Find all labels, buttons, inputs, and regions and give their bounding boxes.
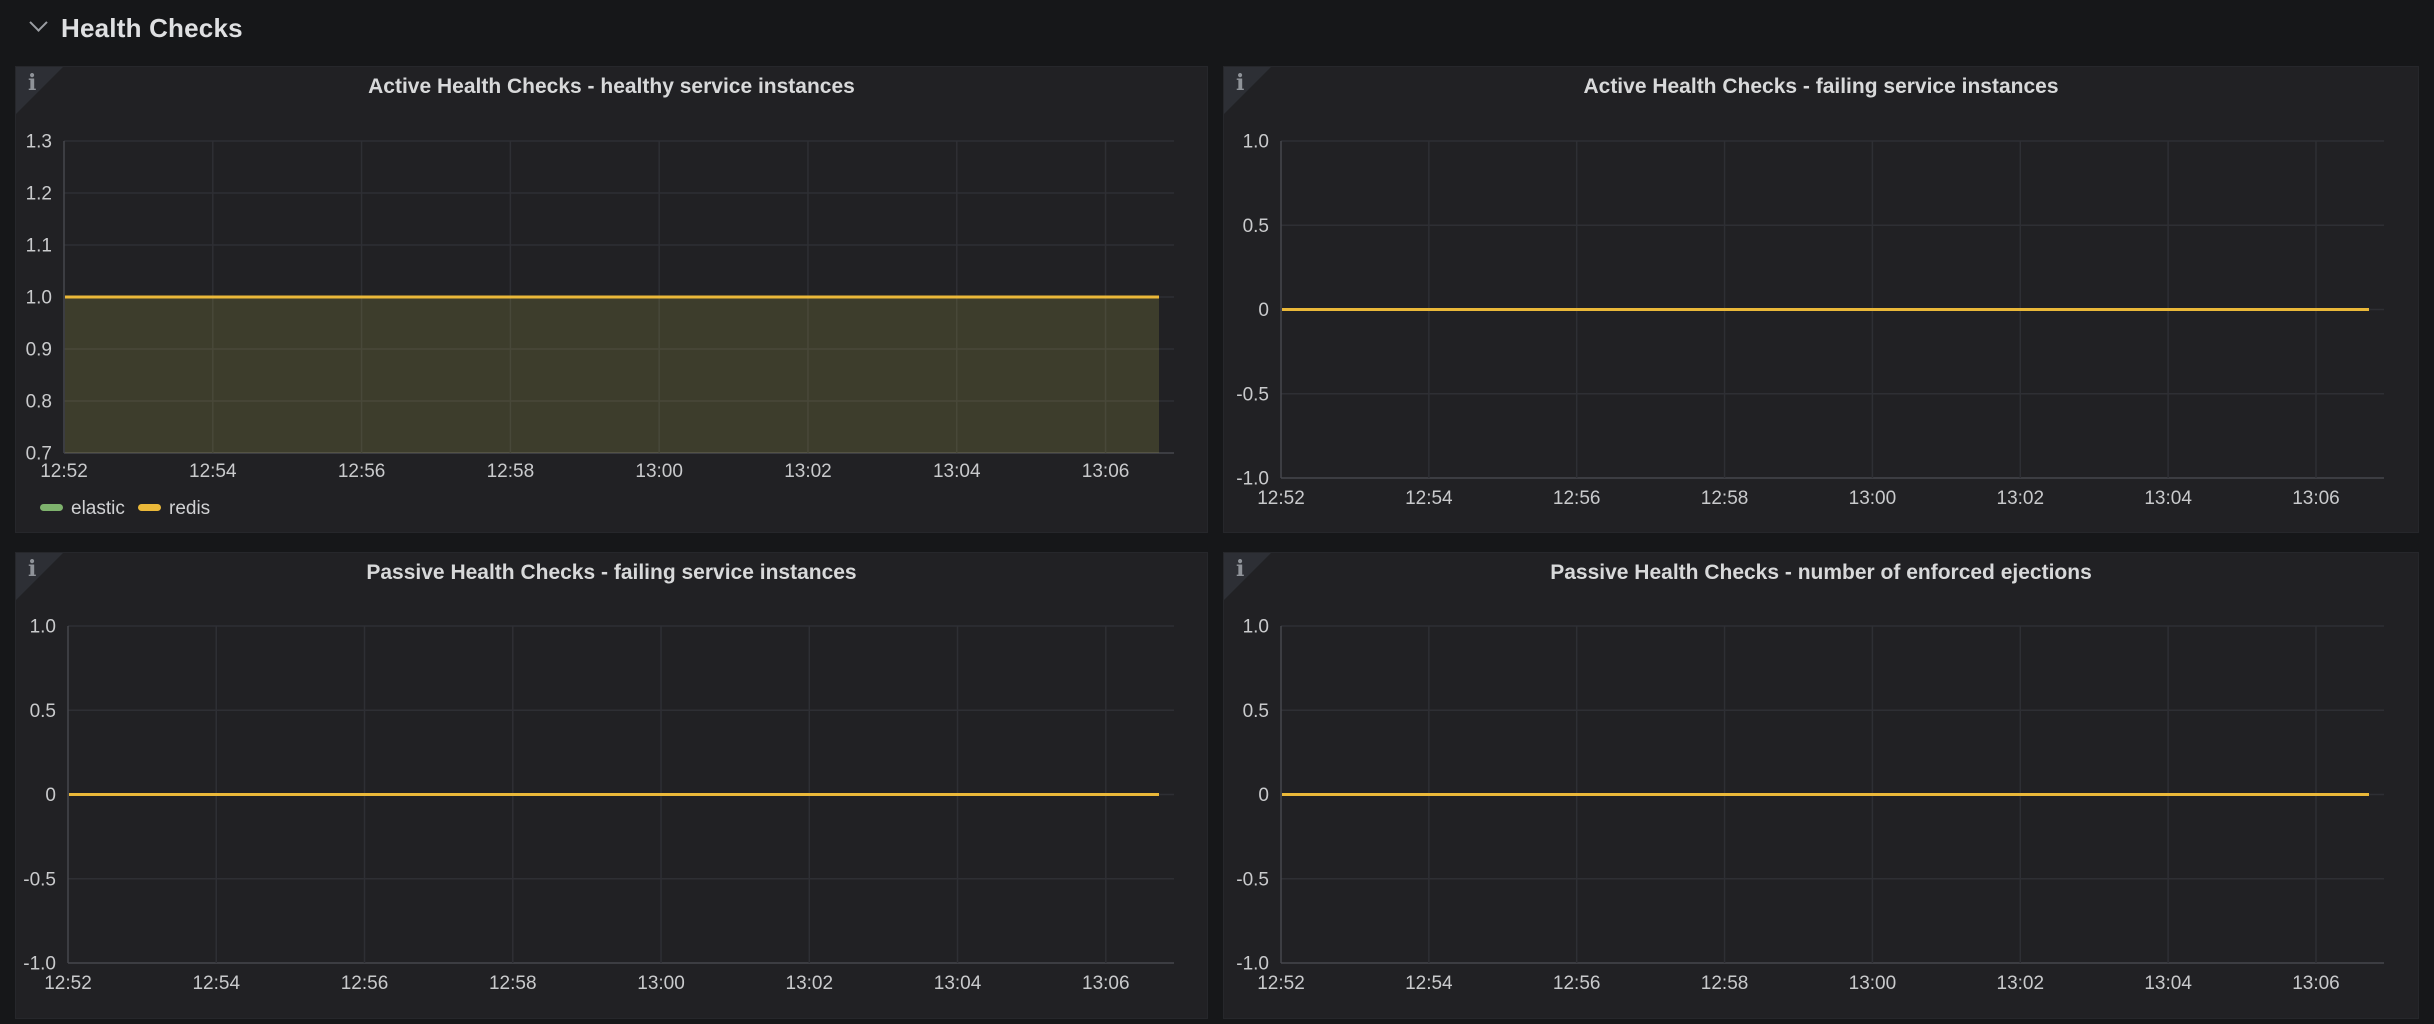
svg-text:12:58: 12:58	[1701, 488, 1749, 509]
timeseries-chart[interactable]: 1.31.21.11.00.90.80.712:5212:5412:5612:5…	[16, 67, 1207, 532]
svg-text:1.0: 1.0	[1243, 617, 1269, 638]
y-axis-labels: 1.0 0.5 0 -0.5 -1.0	[1236, 617, 1269, 975]
svg-text:13:06: 13:06	[1082, 973, 1130, 994]
svg-text:12:54: 12:54	[192, 973, 240, 994]
svg-text:0.5: 0.5	[1243, 216, 1269, 237]
panel-active-failing-instances: i Active Health Checks - failing service…	[1223, 66, 2419, 533]
svg-text:13:04: 13:04	[933, 461, 981, 482]
svg-text:13:00: 13:00	[637, 973, 685, 994]
svg-text:0.5: 0.5	[30, 701, 56, 722]
series-fill	[65, 297, 1159, 453]
svg-text:12:52: 12:52	[1257, 488, 1305, 509]
row-header-health-checks[interactable]: Health Checks	[0, 0, 2434, 56]
svg-text:-0.5: -0.5	[1236, 869, 1269, 890]
svg-text:0.5: 0.5	[1243, 701, 1269, 722]
svg-text:-1.0: -1.0	[23, 954, 56, 975]
svg-text:1.2: 1.2	[26, 184, 52, 205]
svg-text:13:06: 13:06	[1082, 461, 1130, 482]
svg-text:12:52: 12:52	[40, 461, 88, 482]
timeseries-chart[interactable]: 1.0 0.5 0 -0.5 -1.012:52 12:54 12:56 12:58 13:00…	[1224, 553, 2418, 1018]
legend-item-redis[interactable]: redis	[138, 498, 210, 519]
chart-svg: 1.31.21.11.00.90.80.712:5212:5412:5612:5…	[16, 67, 1207, 532]
svg-text:1.1: 1.1	[26, 236, 52, 257]
series	[65, 297, 1159, 453]
svg-text:12:56: 12:56	[1553, 973, 1601, 994]
info-icon[interactable]: i	[1236, 72, 1244, 94]
svg-text:0: 0	[45, 785, 56, 806]
svg-text:13:00: 13:00	[635, 461, 683, 482]
x-axis-labels: 12:52 12:54 12:56 12:58 13:00 13:02 13:04 13:06	[1257, 973, 2340, 994]
panel-passive-failing-instances: i Passive Health Checks - failing servic…	[15, 552, 1208, 1019]
svg-text:0: 0	[1258, 300, 1269, 321]
svg-text:12:52: 12:52	[1257, 973, 1305, 994]
svg-text:13:02: 13:02	[1997, 488, 2045, 509]
svg-text:13:06: 13:06	[2292, 973, 2340, 994]
svg-text:13:04: 13:04	[934, 973, 982, 994]
panel-passive-ejections: i Passive Health Checks - number of enfo…	[1223, 552, 2419, 1019]
row-title: Health Checks	[61, 13, 243, 44]
svg-text:-0.5: -0.5	[23, 869, 56, 890]
x-axis-labels: 12:52 12:54 12:56 12:58 13:00 13:02 13:04 13:06	[44, 973, 1129, 994]
x-axis-labels: 12:52 12:54 12:56 12:58 13:00 13:02 13:04 13:06	[40, 461, 1129, 482]
info-icon[interactable]: i	[1236, 558, 1244, 580]
svg-text:12:56: 12:56	[341, 973, 389, 994]
x-axis-labels: 12:52 12:54 12:56 12:58 13:00 13:02 13:04 13:06	[1257, 488, 2340, 509]
legend-swatch	[40, 504, 63, 511]
svg-text:12:54: 12:54	[1405, 488, 1453, 509]
svg-text:1.0: 1.0	[30, 617, 56, 638]
info-icon[interactable]: i	[28, 558, 36, 580]
timeseries-chart[interactable]: 1.0 0.5 0 -0.5 -1.012:52 12:54 12:56 12:58 13:00…	[1224, 67, 2418, 532]
legend-swatch	[138, 504, 161, 511]
svg-text:12:56: 12:56	[338, 461, 386, 482]
svg-text:12:54: 12:54	[1405, 973, 1453, 994]
svg-text:-0.5: -0.5	[1236, 384, 1269, 405]
svg-text:1.0: 1.0	[26, 288, 52, 309]
svg-text:-1.0: -1.0	[1236, 954, 1269, 975]
panel-title[interactable]: Active Health Checks - healthy service i…	[16, 75, 1207, 99]
info-icon[interactable]: i	[28, 72, 36, 94]
svg-text:12:58: 12:58	[489, 973, 537, 994]
panel-active-healthy-instances: i Active Health Checks - healthy service…	[15, 66, 1208, 533]
svg-text:0: 0	[1258, 785, 1269, 806]
y-axis-labels: 1.0 0.5 0 -0.5 -1.0	[23, 617, 56, 975]
svg-text:0.8: 0.8	[26, 392, 52, 413]
svg-text:13:02: 13:02	[784, 461, 832, 482]
chart-svg: 1.0 0.5 0 -0.5 -1.012:52 12:54 12:56 12:58 13:00…	[1224, 553, 2418, 1018]
svg-text:13:00: 13:00	[1849, 488, 1897, 509]
legend-item-elastic[interactable]: elastic	[40, 498, 125, 519]
legend-label: elastic	[71, 498, 125, 519]
y-axis-labels: 1.31.21.11.00.90.80.7	[26, 132, 52, 465]
svg-text:1.0: 1.0	[1243, 132, 1269, 153]
svg-text:12:58: 12:58	[1701, 973, 1749, 994]
grafana-dashboard: Health Checks i Active Health Checks - h…	[0, 0, 2434, 1024]
svg-text:13:04: 13:04	[2144, 973, 2192, 994]
svg-text:0.9: 0.9	[26, 340, 52, 361]
panel-title[interactable]: Passive Health Checks - number of enforc…	[1224, 561, 2418, 585]
legend-label: redis	[169, 498, 210, 519]
svg-text:13:04: 13:04	[2144, 488, 2192, 509]
svg-text:13:06: 13:06	[2292, 488, 2340, 509]
svg-text:12:58: 12:58	[487, 461, 535, 482]
svg-text:13:02: 13:02	[1997, 973, 2045, 994]
svg-text:12:56: 12:56	[1553, 488, 1601, 509]
svg-text:12:54: 12:54	[189, 461, 237, 482]
timeseries-chart[interactable]: 1.0 0.5 0 -0.5 -1.012:52 12:54 12:56 12:58 13:00…	[16, 553, 1207, 1018]
svg-text:13:00: 13:00	[1849, 973, 1897, 994]
svg-text:-1.0: -1.0	[1236, 469, 1269, 490]
panel-title[interactable]: Active Health Checks - failing service i…	[1224, 75, 2418, 99]
chevron-down-icon	[29, 13, 47, 31]
panel-title[interactable]: Passive Health Checks - failing service …	[16, 561, 1207, 585]
chart-svg: 1.0 0.5 0 -0.5 -1.012:52 12:54 12:56 12:58 13:00…	[1224, 67, 2418, 532]
legend: elastic redis	[40, 498, 210, 519]
y-axis-labels: 1.0 0.5 0 -0.5 -1.0	[1236, 132, 1269, 490]
chart-svg: 1.0 0.5 0 -0.5 -1.012:52 12:54 12:56 12:58 13:00…	[16, 553, 1207, 1018]
svg-text:13:02: 13:02	[786, 973, 834, 994]
svg-text:12:52: 12:52	[44, 973, 92, 994]
svg-text:1.3: 1.3	[26, 132, 52, 153]
